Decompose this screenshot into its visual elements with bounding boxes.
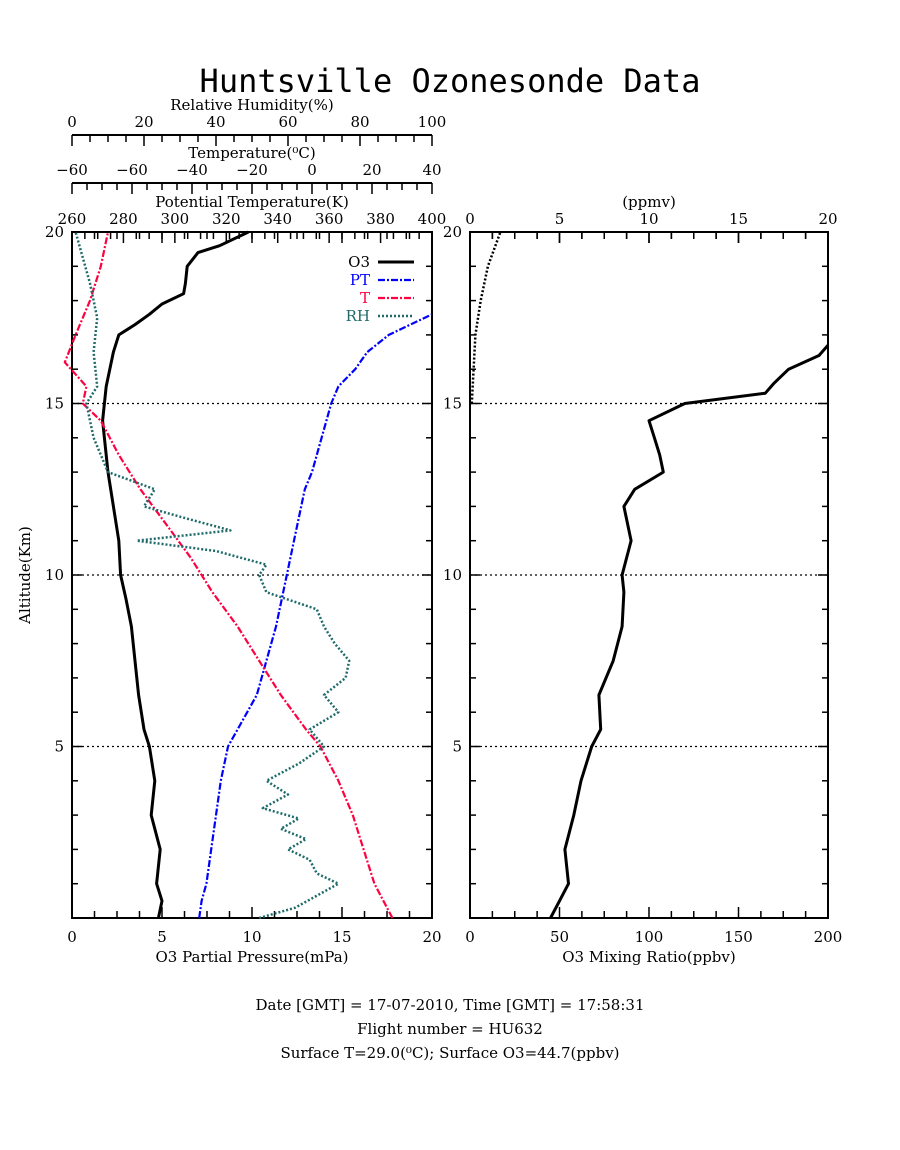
x-tick-label-ppmv: 0: [465, 210, 475, 228]
x-tick-label-t: 40: [422, 161, 441, 179]
x-tick-label-ppbv: 150: [724, 928, 753, 946]
y-tick-label-right: 20: [443, 223, 462, 241]
y-tick-label-right: 10: [443, 566, 462, 584]
x-tick-label-t: −60: [56, 161, 88, 179]
x-tick-label-rh: 80: [350, 113, 369, 131]
y-tick-label-left: 5: [54, 738, 64, 756]
x-tick-label-pt: 280: [109, 210, 138, 228]
y-tick-label-left: 10: [45, 566, 64, 584]
footer-flight-number: Flight number = HU632: [357, 1020, 543, 1038]
series-pt-line: [198, 313, 433, 919]
x-tick-label-rh: 60: [278, 113, 297, 131]
x-axis-label-ppbv: O3 Mixing Ratio(ppbv): [562, 948, 735, 966]
x-axis-label-t: Temperature(⁰C): [188, 144, 315, 162]
x-tick-label-rh: 0: [67, 113, 77, 131]
x-tick-label-ppmv: 5: [555, 210, 565, 228]
legend-label-rh: RH: [346, 307, 370, 325]
y-tick-label-right: 15: [443, 395, 462, 413]
x-tick-label-rh: 20: [134, 113, 153, 131]
x-tick-label-t: 20: [362, 161, 381, 179]
x-tick-label-pt: 360: [315, 210, 344, 228]
series-right-1-line: [470, 231, 502, 404]
x-tick-label-ppbv: 50: [550, 928, 569, 946]
x-tick-label-o3: 5: [157, 928, 167, 946]
y-axis-label: Altitude(Km): [16, 526, 34, 625]
x-tick-label-ppmv: 10: [639, 210, 658, 228]
x-tick-label-pt: 300: [161, 210, 190, 228]
x-tick-label-pt: 400: [418, 210, 447, 228]
chart-title: Huntsville Ozonesonde Data: [200, 62, 701, 100]
plot-frame-right: [469, 231, 829, 919]
x-tick-label-o3: 0: [67, 928, 77, 946]
x-tick-label-pt: 320: [212, 210, 241, 228]
x-tick-label-o3: 20: [422, 928, 441, 946]
x-tick-label-pt: 380: [366, 210, 395, 228]
legend-label-t: T: [360, 289, 370, 307]
footer-date-time: Date [GMT] = 17-07-2010, Time [GMT] = 17…: [255, 996, 645, 1014]
x-tick-label-t: −20: [236, 161, 268, 179]
x-tick-label-pt: 340: [263, 210, 292, 228]
x-axis-label-o3: O3 Partial Pressure(mPa): [155, 948, 348, 966]
x-tick-label-ppbv: 100: [635, 928, 664, 946]
series-rh-line: [74, 231, 351, 920]
x-tick-label-t: −40: [176, 161, 208, 179]
x-tick-label-rh: 100: [418, 113, 447, 131]
x-tick-label-t: 0: [307, 161, 317, 179]
x-tick-label-ppmv: 15: [729, 210, 748, 228]
x-tick-label-ppbv: 0: [465, 928, 475, 946]
x-tick-label-ppmv: 20: [818, 210, 837, 228]
footer-surface-values: Surface T=29.0(⁰C); Surface O3=44.7(ppbv…: [280, 1044, 620, 1062]
series-o3-line: [101, 230, 250, 919]
y-tick-label-left: 15: [45, 395, 64, 413]
series-t-line: [63, 231, 394, 919]
y-tick-label-left: 20: [45, 223, 64, 241]
x-axis-label-pt: Potential Temperature(K): [155, 193, 349, 211]
y-tick-label-right: 5: [452, 738, 462, 756]
x-tick-label-o3: 10: [242, 928, 261, 946]
x-tick-label-o3: 15: [332, 928, 351, 946]
x-axis-label-rh: Relative Humidity(%): [170, 96, 333, 114]
x-tick-label-rh: 40: [206, 113, 225, 131]
x-axis-label-ppmv: (ppmv): [622, 193, 676, 211]
x-tick-label-t: −60: [116, 161, 148, 179]
x-tick-label-ppbv: 200: [814, 928, 843, 946]
legend-label-pt: PT: [350, 271, 370, 289]
legend-label-o3: O3: [348, 253, 370, 271]
x-tick-label-pt: 260: [58, 210, 87, 228]
series-right-0-line: [549, 344, 830, 919]
